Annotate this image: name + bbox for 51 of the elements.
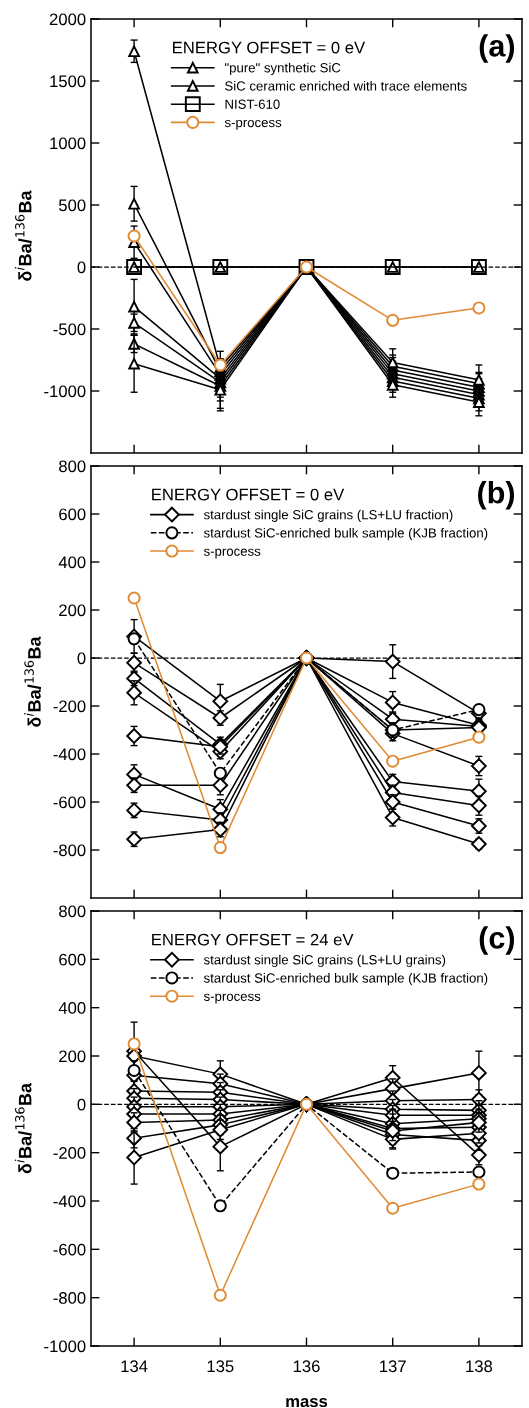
y-tick-label: 600 xyxy=(59,953,86,966)
legend-label: NIST-610 xyxy=(225,99,280,109)
legend-label: stardust SiC-enriched bulk sample (KJB fraction) xyxy=(203,527,488,541)
y-tick-label: 1000 xyxy=(50,137,86,150)
y-tick-label: -1000 xyxy=(44,385,86,398)
annotation: (c) xyxy=(479,926,515,955)
y-tick-label: -800 xyxy=(53,1292,86,1304)
legend-label: s-process xyxy=(203,993,261,1004)
y-tick-label: -200 xyxy=(53,700,86,713)
x-tick-label: 137 xyxy=(380,1360,406,1373)
y-axis-title: δ$^{i}$Ba/$^{136}$Ba xyxy=(14,190,32,281)
legend-label: SiC ceramic enriched with trace elements xyxy=(225,80,467,91)
y-tick-label: 400 xyxy=(58,1002,86,1014)
y-axis-title: δ$^{i}$Ba/$^{136}$Ba xyxy=(14,1082,32,1174)
y-tick-label: -600 xyxy=(53,1243,86,1256)
y-tick-label: -200 xyxy=(53,1147,86,1159)
y-tick-label: 200 xyxy=(59,604,86,617)
legend-label: stardust single SiC grains (LS+LU grains) xyxy=(203,954,446,968)
y-tick-label: 0 xyxy=(77,261,86,274)
annotation: (a) xyxy=(479,34,515,63)
y-tick-label: 0 xyxy=(77,652,86,665)
y-tick-label: -400 xyxy=(53,748,86,761)
legend-label: s-process xyxy=(224,119,282,130)
x-tick-label: 138 xyxy=(466,1360,493,1373)
y-tick-label: -400 xyxy=(53,1195,86,1208)
legend-title: ENERGY OFFSET = 0 eV xyxy=(152,488,345,501)
y-tick-label: -800 xyxy=(53,844,86,857)
legend-label: stardust single SiC grains (LS+LU fraction) xyxy=(203,509,453,522)
y-tick-label: 600 xyxy=(59,508,86,521)
y-tick-label: -600 xyxy=(53,796,86,809)
y-tick-label: 500 xyxy=(59,199,86,212)
y-tick-label: -1000 xyxy=(44,1340,86,1353)
legend-label: "pure" synthetic SiC xyxy=(225,62,341,76)
y-tick-label: 400 xyxy=(58,556,86,569)
legend-title: ENERGY OFFSET = 24 eV xyxy=(152,933,354,946)
legend-label: stardust SiC-enriched bulk sample (KJB fraction) xyxy=(203,973,488,986)
annotation: (b) xyxy=(478,481,515,510)
y-tick-label: 800 xyxy=(59,460,86,473)
y-tick-label: 200 xyxy=(59,1050,86,1063)
y-tick-label: 2000 xyxy=(49,13,86,26)
legend-title: ENERGY OFFSET = 0 eV xyxy=(173,41,366,54)
y-tick-label: 800 xyxy=(59,905,86,918)
y-tick-label: -500 xyxy=(53,323,86,336)
x-tick-label: 135 xyxy=(207,1360,234,1373)
y-tick-label: 1500 xyxy=(50,75,86,88)
x-tick-label: 134 xyxy=(121,1360,148,1373)
y-axis-title: δ$^{i}$Ba/$^{136}$Ba xyxy=(24,636,41,727)
y-tick-label: 0 xyxy=(77,1098,86,1111)
x-tick-label: 136 xyxy=(293,1360,320,1373)
legend-label: s-process xyxy=(203,548,261,559)
x-axis-title: mass xyxy=(286,1397,328,1408)
